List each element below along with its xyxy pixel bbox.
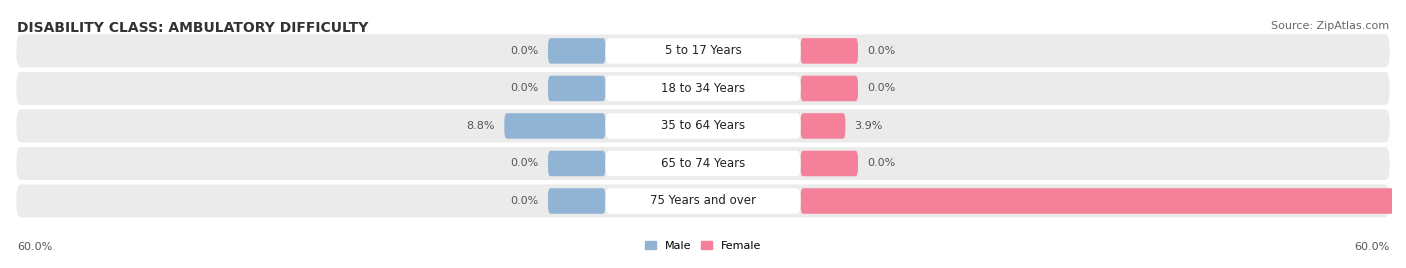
FancyBboxPatch shape xyxy=(606,38,800,64)
Text: 0.0%: 0.0% xyxy=(868,46,896,56)
FancyBboxPatch shape xyxy=(17,72,1389,105)
Text: 0.0%: 0.0% xyxy=(510,158,538,169)
Text: 18 to 34 Years: 18 to 34 Years xyxy=(661,82,745,95)
FancyBboxPatch shape xyxy=(17,34,1389,68)
FancyBboxPatch shape xyxy=(548,151,606,176)
FancyBboxPatch shape xyxy=(800,76,858,101)
FancyBboxPatch shape xyxy=(17,109,1389,143)
Text: Source: ZipAtlas.com: Source: ZipAtlas.com xyxy=(1271,21,1389,31)
Legend: Male, Female: Male, Female xyxy=(641,236,765,255)
FancyBboxPatch shape xyxy=(800,113,845,139)
FancyBboxPatch shape xyxy=(606,151,800,176)
Text: 35 to 64 Years: 35 to 64 Years xyxy=(661,120,745,132)
FancyBboxPatch shape xyxy=(606,188,800,214)
Text: DISABILITY CLASS: AMBULATORY DIFFICULTY: DISABILITY CLASS: AMBULATORY DIFFICULTY xyxy=(17,21,368,35)
FancyBboxPatch shape xyxy=(548,38,606,64)
FancyBboxPatch shape xyxy=(800,188,1406,214)
Text: 60.0%: 60.0% xyxy=(17,242,52,252)
FancyBboxPatch shape xyxy=(17,184,1389,218)
FancyBboxPatch shape xyxy=(505,113,606,139)
Text: 75 Years and over: 75 Years and over xyxy=(650,195,756,207)
FancyBboxPatch shape xyxy=(548,76,606,101)
FancyBboxPatch shape xyxy=(17,147,1389,180)
Text: 0.0%: 0.0% xyxy=(868,158,896,169)
Text: 0.0%: 0.0% xyxy=(510,196,538,206)
Text: 0.0%: 0.0% xyxy=(510,83,538,94)
Text: 60.0%: 60.0% xyxy=(1354,242,1389,252)
FancyBboxPatch shape xyxy=(606,76,800,101)
Text: 65 to 74 Years: 65 to 74 Years xyxy=(661,157,745,170)
Text: 0.0%: 0.0% xyxy=(510,46,538,56)
Text: 3.9%: 3.9% xyxy=(855,121,883,131)
FancyBboxPatch shape xyxy=(606,113,800,139)
FancyBboxPatch shape xyxy=(548,188,606,214)
Text: 8.8%: 8.8% xyxy=(467,121,495,131)
Text: 5 to 17 Years: 5 to 17 Years xyxy=(665,44,741,57)
FancyBboxPatch shape xyxy=(800,38,858,64)
FancyBboxPatch shape xyxy=(800,151,858,176)
Text: 0.0%: 0.0% xyxy=(868,83,896,94)
